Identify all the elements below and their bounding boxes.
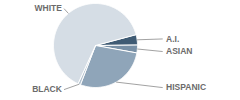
- svg-text:WHITE: WHITE: [35, 3, 63, 13]
- svg-text:A.I.: A.I.: [166, 34, 179, 44]
- svg-text:BLACK: BLACK: [32, 84, 63, 94]
- svg-text:ASIAN: ASIAN: [166, 46, 192, 56]
- svg-text:HISPANIC: HISPANIC: [166, 82, 206, 92]
